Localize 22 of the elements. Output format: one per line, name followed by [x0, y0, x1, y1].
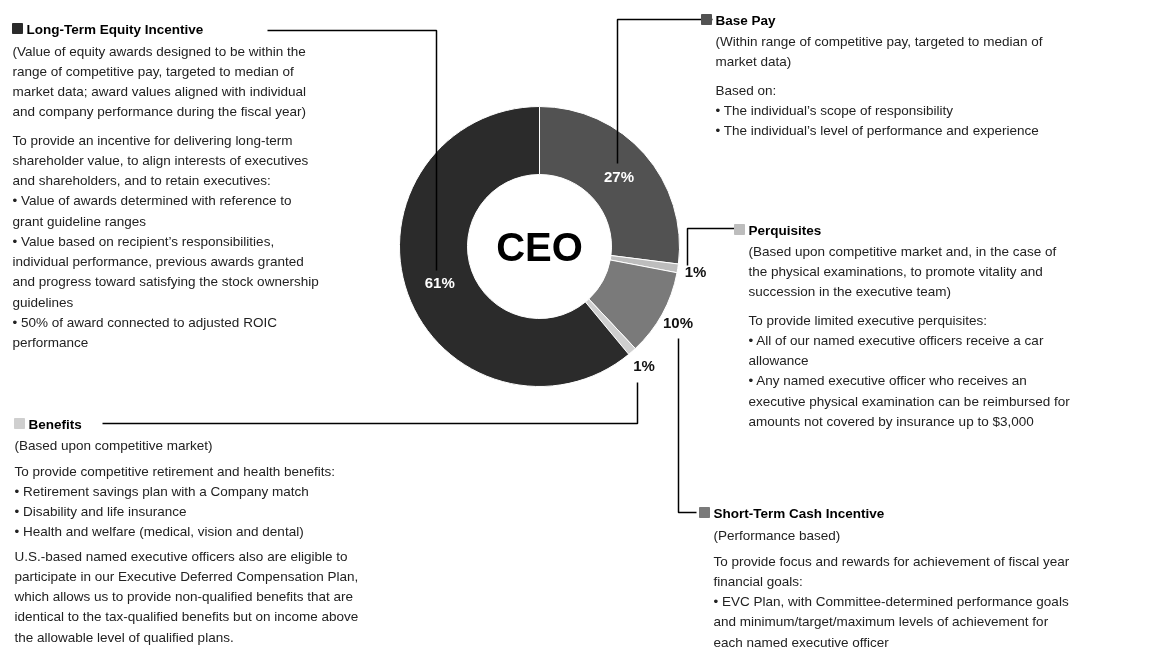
text: (Value of equity awards designed to be within the range of competitive pay, targeted to median of market data; award values aligned with individual and company performance during the fiscal year) — [12, 43, 306, 120]
text: Based on: • The individual’s scope of responsibility • The individual’s level of performance and experience — [715, 82, 1039, 138]
data-label: 1% — [633, 356, 655, 374]
legend-label: Perquisites — [748, 222, 822, 238]
text: (Based upon competitive market and, in the case of the physical examinations, to promote vitality and succession in the executive team) — [748, 243, 1057, 299]
data-label: 10% — [662, 314, 693, 332]
data-label: 27% — [604, 167, 635, 185]
data-label: 61% — [424, 273, 455, 291]
legend-label: Benefits — [28, 416, 82, 432]
text: (Within range of competitive pay, targeted to median of market data) — [715, 33, 1043, 69]
text: (Based upon competitive market) — [14, 437, 213, 453]
text: To provide an incentive for delivering long-term shareholder value, to align interests of executives and shareholders, and to retain executives: • Value of awards determined with reference to grant guideline ranges • Value based on recipient’s responsibilities, individual performance, previous awards granted and progress toward satisfying the stock ownership guidelines • 50% of award connected to adjusted ROIC performance — [12, 132, 319, 350]
text: (Performance based) — [713, 527, 841, 543]
legend-label: Base Pay — [715, 12, 777, 28]
text: To provide focus and rewards for achievement of fiscal year financial goals: • EVC Plan, with Committee-determined performance goals and minimum/target/maximum levels of achievement for each named executive officer — [713, 553, 1070, 650]
legend-label: Short-Term Cash Incentive — [713, 505, 885, 521]
legend-label: Long-Term Equity Incentive — [26, 21, 204, 37]
text: To provide competitive retirement and health benefits: • Retirement savings plan with a Company match • Disability and life insurance • Health and welfare (medical, vision and dental) — [14, 463, 335, 540]
text: U.S.-based named executive officers also are eligible to participate in our Executive Deferred Compensation Plan, which allows us to provide non-qualified benefits that are identical to the tax-qualified benefits but on income above the allowable level of qualified plans. — [13, 548, 359, 645]
text: CEO — [496, 224, 583, 269]
data-label: 1% — [684, 262, 707, 280]
text: To provide limited executive perquisites: • All of our named executive officers receive a car allowance • Any named executive officer who receives an executive physical examination can be reimbursed for amounts not covered by insurance up to $3,000 — [748, 312, 1071, 429]
